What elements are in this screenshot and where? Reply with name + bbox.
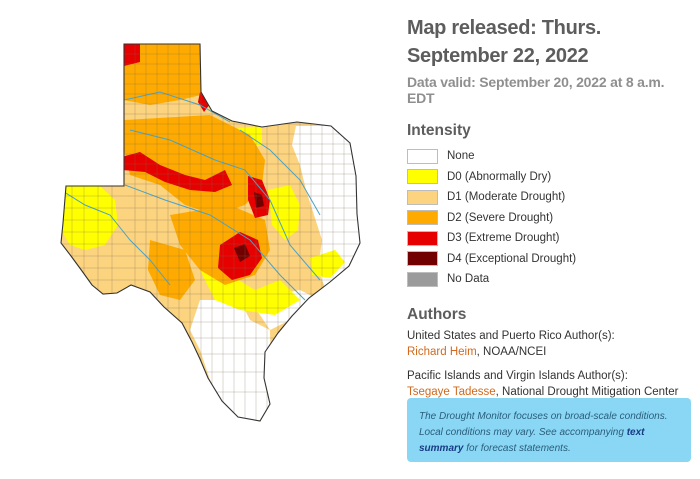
d3-panhandle-area [124,44,140,66]
intensity-legend: None D0 (Abnormally Dry) D1 (Moderate Dr… [407,146,692,290]
river-rio-grande [61,189,171,286]
us-author-link[interactable]: Richard Heim [407,345,477,358]
data-valid-date: Data valid: September 20, 2022 at 8 a.m.… [407,74,665,106]
us-author-org: , NOAA/NCEI [476,345,547,358]
map-release-title: Map released: Thurs. September 22, 2022 [407,17,602,67]
legend-swatch [407,189,438,205]
us-author: Richard Heim, NOAA/NCEI [407,346,692,358]
intensity-heading: Intensity [407,122,471,139]
legend-item-d3: D3 (Extreme Drought) [407,228,692,249]
us-authors-label: United States and Puerto Rico Author(s): [407,329,615,342]
legend-item-d0: D0 (Abnormally Dry) [407,167,692,188]
legend-swatch [407,169,438,185]
river-red [123,91,231,123]
legend-label: D0 (Abnormally Dry) [447,170,552,183]
drought-areas [61,44,360,421]
legend-label: D4 (Exceptional Drought) [447,252,577,265]
legend-item-d4: D4 (Exceptional Drought) [407,249,692,270]
authors-heading: Authors [407,305,467,323]
legend-swatch [407,210,438,226]
none-east-area [292,126,360,300]
pacific-authors-label: Pacific Islands and Virgin Islands Autho… [407,369,628,382]
text-summary-link[interactable]: text summary [419,427,645,454]
pacific-author-org: , National Drought Mitigation Center [495,385,679,398]
d0-west-area [61,186,118,250]
legend-swatch [407,251,438,267]
note-text-end: for forecast statements. [463,443,571,454]
none-south-area [190,300,272,420]
pacific-author: Tsegaye Tadesse, National Drought Mitiga… [407,386,692,398]
legend-item-d1: D1 (Moderate Drought) [407,187,692,208]
legend-swatch [407,148,438,164]
info-panel: Map released: Thurs. September 22, 2022 … [407,14,692,410]
d4-hillcountry-area [234,244,250,262]
drought-monitor-note: The Drought Monitor focuses on broad-sca… [407,398,691,462]
legend-swatch [407,271,438,287]
texas-drought-map [60,43,361,422]
d0-central-area [268,185,300,240]
d3-band-area [118,152,232,192]
d2-panhandle-area [124,44,201,105]
legend-item-none: None [407,146,692,167]
d2-southwest-area [148,240,195,300]
d2-northcentral-area [124,115,265,215]
d0-gulf-area [310,250,345,278]
legend-item-d2: D2 (Severe Drought) [407,208,692,229]
note-text: The Drought Monitor focuses on broad-sca… [419,411,668,438]
river-trinity [239,129,321,216]
legend-item-no-data: No Data [407,269,692,290]
river-colorado [124,184,306,301]
legend-label: D1 (Moderate Drought) [447,191,566,204]
pacific-author-link[interactable]: Tsegaye Tadesse [407,385,496,398]
legend-label: None [447,150,475,163]
legend-swatch [407,230,438,246]
legend-label: No Data [447,273,490,286]
legend-label: D3 (Extreme Drought) [447,232,560,245]
legend-label: D2 (Severe Drought) [447,211,554,224]
